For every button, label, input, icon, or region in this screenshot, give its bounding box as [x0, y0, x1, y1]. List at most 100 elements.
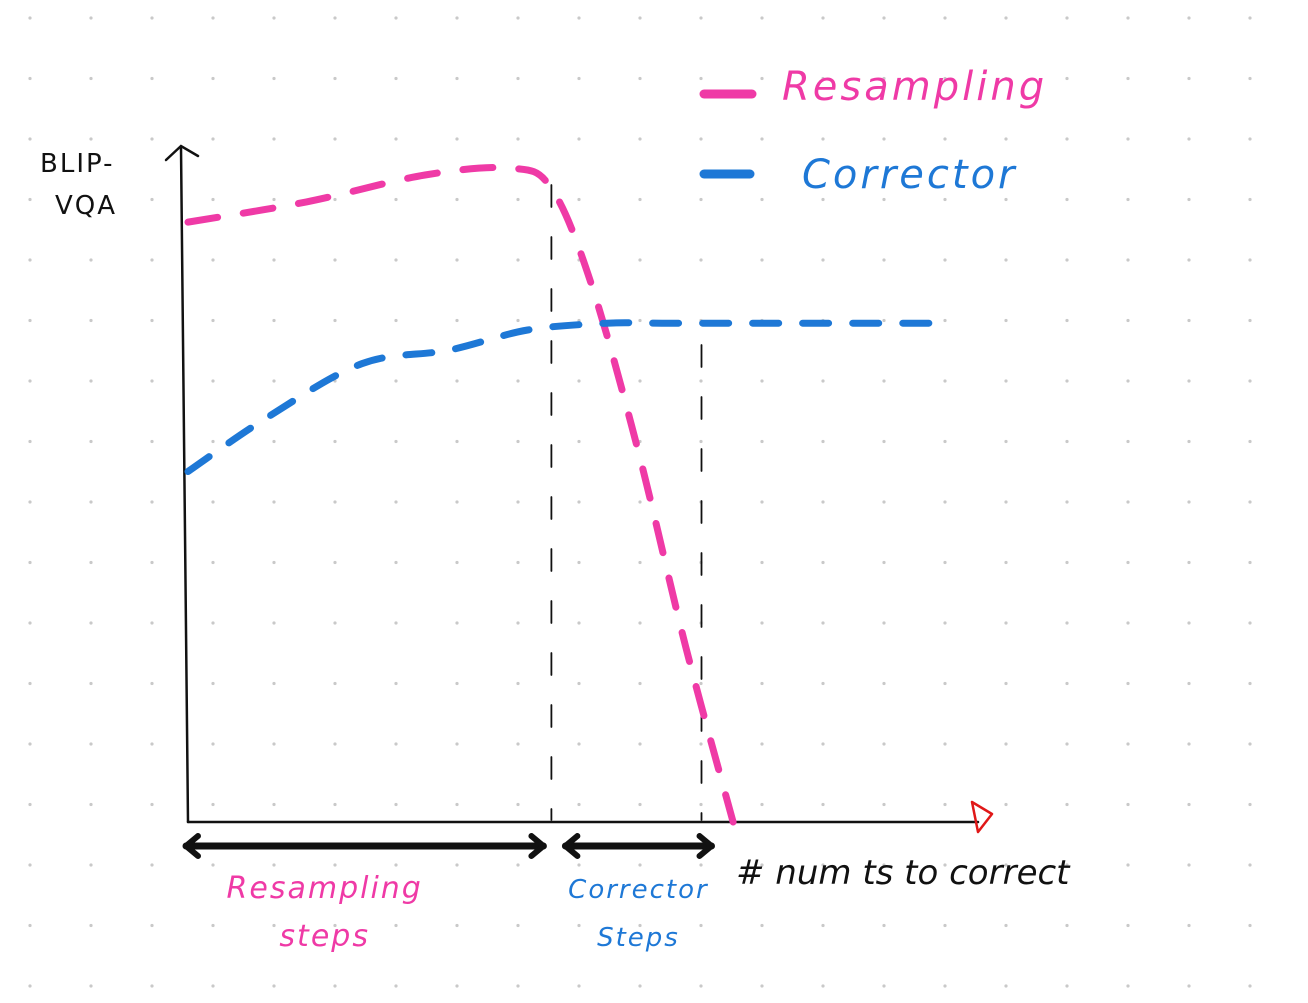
grid-dot: [577, 198, 580, 201]
grid-dot: [150, 682, 153, 685]
grid-dot: [28, 984, 31, 987]
grid-dot: [638, 500, 641, 503]
grid-dot: [1187, 742, 1190, 745]
grid-dot: [943, 258, 946, 261]
grid-dot: [1248, 863, 1251, 866]
grid-dot: [577, 984, 580, 987]
grid-dot: [333, 561, 336, 564]
grid-dot: [272, 561, 275, 564]
grid-dot: [699, 863, 702, 866]
grid-dot: [455, 500, 458, 503]
grid-dot: [882, 924, 885, 927]
grid-dot: [882, 984, 885, 987]
grid-dot: [821, 16, 824, 19]
grid-dot: [150, 984, 153, 987]
grid-dot: [882, 621, 885, 624]
grid-dot: [272, 924, 275, 927]
grid-dot: [1187, 319, 1190, 322]
grid-dot: [1126, 16, 1129, 19]
grid-dot: [1065, 258, 1068, 261]
grid-dot: [89, 742, 92, 745]
grid-dot: [28, 621, 31, 624]
grid-dot: [821, 440, 824, 443]
y-axis-label-line-1: BLIP-: [40, 149, 114, 179]
grid-dot: [1065, 742, 1068, 745]
grid-dot: [699, 682, 702, 685]
grid-dot: [1187, 440, 1190, 443]
grid-dot: [882, 198, 885, 201]
grid-dot: [150, 500, 153, 503]
grid-dot: [1004, 742, 1007, 745]
grid-dot: [28, 561, 31, 564]
grid-dot: [1065, 924, 1068, 927]
grid-dot: [516, 863, 519, 866]
grid-dot: [455, 742, 458, 745]
grid-dot: [699, 198, 702, 201]
grid-dot: [699, 924, 702, 927]
grid-dot: [1065, 500, 1068, 503]
grid-dot: [211, 379, 214, 382]
grid-dot: [1187, 561, 1190, 564]
grid-dot: [638, 682, 641, 685]
grid-dot: [516, 77, 519, 80]
y-axis-label-line-2: VQA: [55, 191, 117, 221]
grid-dot: [1126, 258, 1129, 261]
legend: Resampling Corrector: [704, 64, 1047, 198]
grid-dot: [882, 682, 885, 685]
grid-dot: [272, 16, 275, 19]
grid-dot: [211, 258, 214, 261]
grid-dot: [150, 742, 153, 745]
grid-dot: [943, 319, 946, 322]
grid-dot: [89, 440, 92, 443]
grid-dot: [150, 803, 153, 806]
grid-dot: [272, 258, 275, 261]
grid-dot: [943, 803, 946, 806]
grid-dot: [760, 198, 763, 201]
vertical-markers: [551, 185, 701, 820]
grid-dot: [333, 863, 336, 866]
grid-dot: [272, 440, 275, 443]
grid-dot: [211, 16, 214, 19]
grid-dot: [638, 803, 641, 806]
grid-dot: [821, 137, 824, 140]
grid-dot: [1187, 258, 1190, 261]
grid-dot: [1187, 198, 1190, 201]
grid-dot: [150, 863, 153, 866]
grid-dot: [394, 561, 397, 564]
grid-dot: [1126, 137, 1129, 140]
grid-dot: [1126, 742, 1129, 745]
grid-dot: [1065, 319, 1068, 322]
grid-dot: [394, 984, 397, 987]
grid-dot: [211, 924, 214, 927]
grid-dot: [516, 984, 519, 987]
grid-dot: [1004, 924, 1007, 927]
grid-dot: [1126, 379, 1129, 382]
grid-dot: [394, 742, 397, 745]
grid-dot: [455, 561, 458, 564]
grid-dot: [760, 984, 763, 987]
grid-dot: [1065, 379, 1068, 382]
grid-dot: [577, 561, 580, 564]
grid-dot: [211, 440, 214, 443]
grid-dot: [882, 742, 885, 745]
grid-dot: [1126, 440, 1129, 443]
grid-dot: [943, 198, 946, 201]
grid-dot: [28, 924, 31, 927]
grid-dot: [455, 379, 458, 382]
grid-dot: [699, 984, 702, 987]
grid-dot: [89, 77, 92, 80]
grid-dot: [272, 137, 275, 140]
grid-dot: [28, 682, 31, 685]
grid-dot: [455, 621, 458, 624]
grid-dot: [760, 682, 763, 685]
grid-dot: [1004, 803, 1007, 806]
grid-dot: [394, 440, 397, 443]
grid-dot: [211, 137, 214, 140]
grid-dot: [1126, 984, 1129, 987]
grid-dot: [333, 803, 336, 806]
grid-dot: [760, 500, 763, 503]
grid-dot: [28, 198, 31, 201]
